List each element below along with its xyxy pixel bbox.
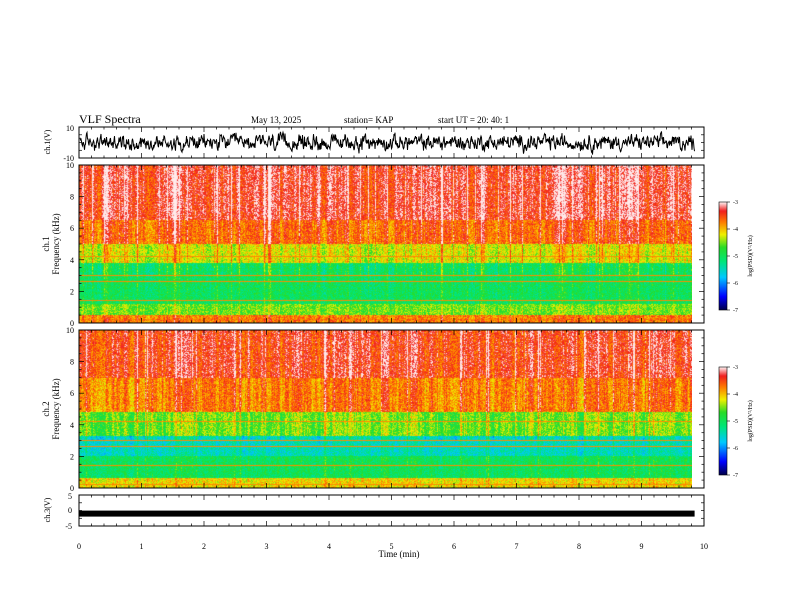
ch2-spectrogram-ylabel-frequency: Frequency (kHz) <box>51 378 61 439</box>
ch2-spectrogram-ylabel-channel: ch.2 <box>41 401 51 416</box>
time-tick-label: 9 <box>640 542 644 551</box>
time-xticklabels: 0 1 2 3 4 5 6 7 8 9 10 <box>77 542 708 551</box>
ch3-signal-line <box>79 510 695 517</box>
colorbar-tick-label: -6 <box>733 446 738 452</box>
colorbar-tick-label: -3 <box>733 365 738 371</box>
ch2-colorbar-gradient <box>719 367 727 475</box>
ch2-colorbar: -3 -4 -5 -6 -7 log(PSD)(V²/Hz) <box>718 365 754 479</box>
figure-title: VLF Spectra <box>79 112 141 126</box>
ch1-waveform-panel: 10 -10 ch.1(V) <box>43 124 705 163</box>
ch3-ytick-middle: 0 <box>68 506 72 515</box>
y-tick-label: 4 <box>70 256 74 265</box>
ch3-signal-panel: 5 0 -5 ch.3(V) 0 1 2 3 4 5 6 7 8 9 10 Time (min) <box>43 492 708 559</box>
time-tick-label: 3 <box>265 542 269 551</box>
ch2-colorbar-label: log(PSD)(V²/Hz) <box>747 400 754 441</box>
ch2-spectrogram-panel: 0 2 4 6 8 10 ch.2 Frequency (kHz) -3 -4 -5 -6 -7 … <box>41 326 754 493</box>
colorbar-tick-label: -7 <box>733 308 738 314</box>
colorbar-tick-label: -5 <box>733 419 738 425</box>
y-tick-label: 8 <box>70 193 74 202</box>
colorbar-tick-label: -3 <box>733 200 738 206</box>
colorbar-tick-label: -4 <box>733 227 738 233</box>
y-tick-label: 4 <box>70 421 74 430</box>
y-tick-label: 0 <box>70 319 74 328</box>
y-tick-label: 6 <box>70 224 74 233</box>
date-label: May 13, 2025 <box>251 115 302 125</box>
y-tick-label: 0 <box>70 484 74 493</box>
ch1-waveform-ticks <box>78 126 705 159</box>
ch2-spectrogram-image <box>79 330 692 488</box>
time-tick-label: 0 <box>77 542 81 551</box>
time-tick-label: 7 <box>515 542 519 551</box>
time-tick-label: 2 <box>202 542 206 551</box>
y-tick-label: 10 <box>66 161 74 170</box>
time-tick-label: 6 <box>452 542 456 551</box>
ch1-spectrogram-ylabel-frequency: Frequency (kHz) <box>51 213 61 274</box>
ch1-ytick-top: 10 <box>66 124 74 133</box>
ch1-colorbar-gradient <box>719 202 727 310</box>
time-tick-label: 4 <box>327 542 331 551</box>
ch1-colorbar: -3 -4 -5 -6 -7 log(PSD)(V²/Hz) <box>718 200 754 314</box>
start-time-label: start UT = 20: 40: 1 <box>438 115 509 125</box>
ch1-spectrogram-ylabel-channel: ch.1 <box>41 236 51 251</box>
station-label: station= KAP <box>344 115 393 125</box>
time-tick-label: 10 <box>700 542 708 551</box>
y-tick-label: 10 <box>66 326 74 335</box>
y-tick-label: 8 <box>70 358 74 367</box>
ch2-spectrogram-yticklabels: 0 2 4 6 8 10 <box>66 326 74 493</box>
colorbar-tick-label: -4 <box>733 392 738 398</box>
ch1-spectrogram-panel: 0 2 4 6 8 10 ch.1 Frequency (kHz) -3 -4 -5 -6 -7 … <box>41 161 754 328</box>
ch1-spectrogram-yticklabels: 0 2 4 6 8 10 <box>66 161 74 328</box>
ch1-colorbar-label: log(PSD)(V²/Hz) <box>747 235 754 276</box>
ch1-waveform-ylabel: ch.1(V) <box>43 129 52 154</box>
ch3-signal-ylabel: ch.3(V) <box>43 497 52 522</box>
time-tick-label: 1 <box>140 542 144 551</box>
time-tick-label: 5 <box>390 542 394 551</box>
ch3-ytick-top: 5 <box>68 492 72 501</box>
y-tick-label: 2 <box>70 287 74 296</box>
ch3-signal-ticks <box>78 494 705 527</box>
ch1-waveform-line <box>79 130 695 155</box>
ch1-spectrogram-ticks <box>78 164 705 324</box>
colorbar-tick-label: -7 <box>733 473 738 479</box>
y-tick-label: 6 <box>70 389 74 398</box>
time-xlabel: Time (min) <box>379 549 420 559</box>
ch2-spectrogram-ticks <box>78 329 705 489</box>
time-tick-label: 8 <box>577 542 581 551</box>
ch1-spectrogram-image <box>79 165 692 323</box>
y-tick-label: 2 <box>70 452 74 461</box>
ch3-ytick-bottom: -5 <box>65 522 72 531</box>
ch2-colorbar-ticks: -3 -4 -5 -6 -7 <box>727 365 738 479</box>
colorbar-tick-label: -5 <box>733 254 738 260</box>
ch1-colorbar-ticks: -3 -4 -5 -6 -7 <box>727 200 738 314</box>
ch1-ytick-bottom: -10 <box>63 154 74 163</box>
colorbar-tick-label: -6 <box>733 281 738 287</box>
